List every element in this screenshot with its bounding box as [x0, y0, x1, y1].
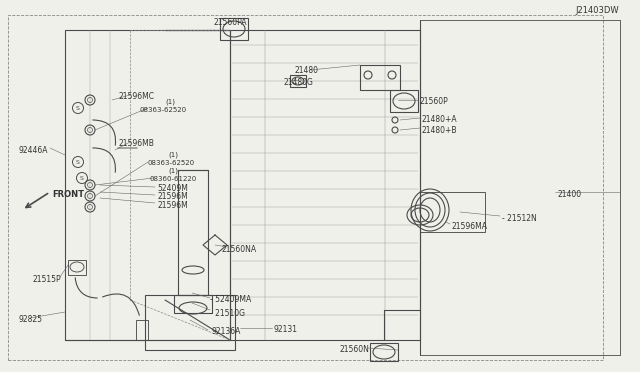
Bar [370, 343, 398, 361]
Text: 92136A: 92136A [212, 327, 241, 337]
Text: 21400: 21400 [558, 189, 582, 199]
Text: S: S [80, 176, 84, 180]
Text: 92131: 92131 [274, 326, 298, 334]
Bar [65, 30, 230, 340]
Text: 21480G: 21480G [284, 77, 314, 87]
Text: 21596M: 21596M [157, 192, 188, 201]
Bar [290, 75, 306, 87]
Bar [178, 170, 208, 295]
Bar [360, 65, 400, 90]
Text: 52409M: 52409M [157, 183, 188, 192]
Text: 21480+A: 21480+A [422, 115, 458, 124]
Text: FRONT: FRONT [52, 189, 84, 199]
Bar [174, 295, 212, 313]
Bar [390, 90, 418, 112]
Bar [220, 18, 248, 40]
Bar [136, 320, 148, 340]
Text: - 21512N: - 21512N [502, 214, 537, 222]
Text: 21596MB: 21596MB [118, 138, 154, 148]
Text: 08360-61220: 08360-61220 [150, 176, 197, 182]
Bar [230, 30, 420, 340]
Text: - 21510G: - 21510G [210, 308, 245, 317]
Text: 92825: 92825 [18, 315, 42, 324]
Text: 92446A: 92446A [18, 145, 47, 154]
Text: 21560P: 21560P [420, 96, 449, 106]
Text: 21560PA: 21560PA [213, 17, 247, 26]
Text: 21596MA: 21596MA [452, 221, 488, 231]
Text: 21596MC: 21596MC [118, 92, 154, 100]
Bar [68, 260, 86, 275]
Text: 08363-62520: 08363-62520 [148, 160, 195, 166]
Text: S: S [76, 160, 80, 164]
Bar [420, 192, 485, 232]
Text: 21560NA: 21560NA [222, 246, 257, 254]
Text: 21560N: 21560N [340, 346, 370, 355]
Text: (1): (1) [168, 152, 178, 158]
Text: 21515P: 21515P [32, 275, 61, 283]
Text: 08363-62520: 08363-62520 [140, 107, 187, 113]
Text: (1): (1) [165, 99, 175, 105]
Text: - 52409MA: - 52409MA [210, 295, 252, 305]
Text: S: S [76, 106, 80, 110]
Text: 21596M: 21596M [157, 201, 188, 209]
Text: J21403DW: J21403DW [575, 6, 619, 15]
Bar [145, 295, 235, 350]
Text: 21480+B: 21480+B [422, 125, 458, 135]
Text: 21480: 21480 [295, 65, 319, 74]
Text: (1): (1) [168, 168, 178, 174]
